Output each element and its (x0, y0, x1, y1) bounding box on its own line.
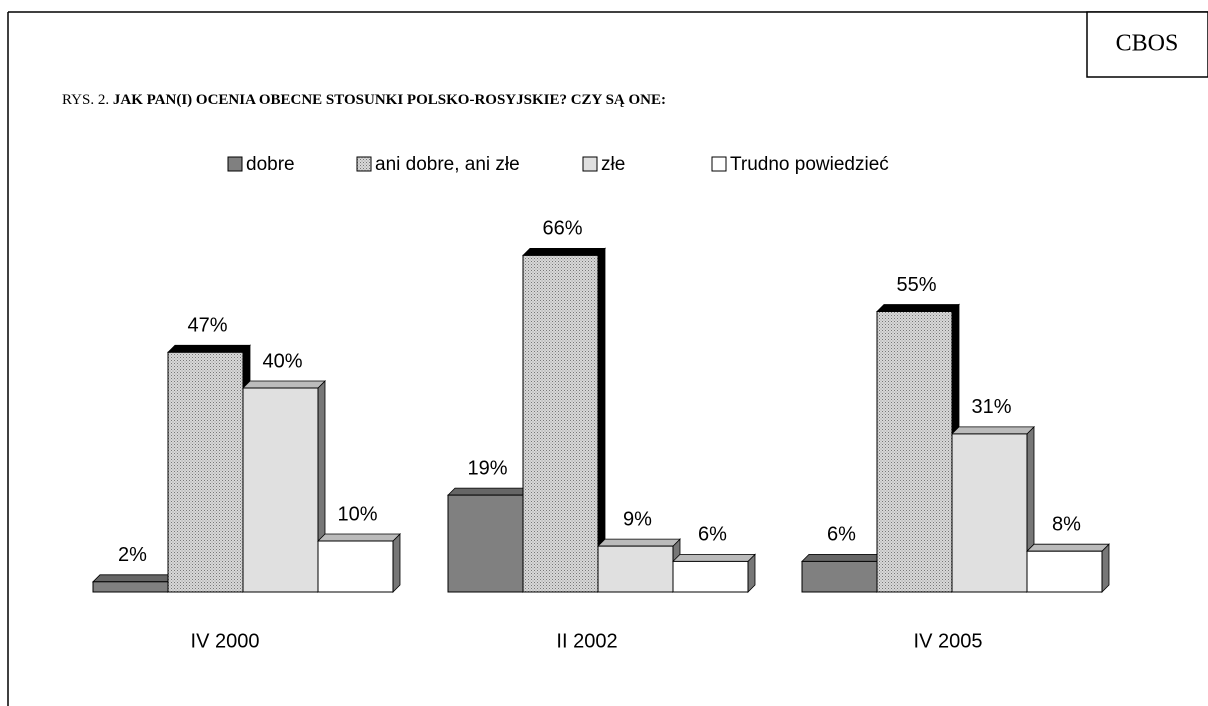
value-label: 8% (1052, 513, 1081, 535)
bar-top (447, 487, 531, 496)
value-label: 9% (623, 508, 652, 530)
value-label: 6% (827, 524, 856, 546)
bar (167, 351, 244, 593)
legend-swatch (711, 156, 727, 172)
bar-top (801, 554, 885, 562)
bar (801, 560, 878, 593)
bar (951, 433, 1028, 593)
source-box (1086, 11, 1208, 78)
bar-top (1026, 543, 1110, 552)
legend-swatch (582, 156, 598, 172)
bar (597, 545, 674, 593)
bar-side (392, 533, 401, 593)
bar-top (597, 538, 681, 547)
bar (876, 311, 953, 593)
value-label: 10% (337, 503, 377, 525)
value-label: 55% (896, 274, 936, 296)
legend-label: złe (601, 154, 625, 175)
bar-top (522, 247, 606, 256)
bar-top (876, 304, 960, 312)
value-label: 47% (187, 315, 227, 337)
bar-top (951, 426, 1035, 435)
bar (92, 581, 169, 593)
bar-top (672, 554, 756, 562)
bar-top (317, 533, 401, 542)
legend-label: ani dobre, ani złe (375, 154, 520, 175)
bar (317, 540, 394, 593)
value-label: 19% (467, 457, 507, 479)
bar-top (167, 344, 251, 353)
bar (242, 387, 319, 593)
value-label: 40% (262, 350, 302, 372)
x-tick-label: IV 2000 (191, 630, 260, 652)
source: CBOS (1116, 31, 1179, 57)
value-label: 2% (118, 544, 147, 566)
legend-label: Trudno powiedzieć (730, 154, 889, 175)
value-label: 31% (971, 396, 1011, 418)
bar (672, 560, 749, 593)
value-label: 66% (542, 218, 582, 240)
bar (1026, 550, 1103, 593)
legend-swatch (356, 156, 372, 172)
bar (522, 254, 599, 593)
title: RYS. 2. JAK PAN(I) OCENIA OBECNE STOSUNK… (62, 92, 666, 108)
bar (447, 494, 524, 593)
bar-top (92, 574, 176, 583)
figure-label: RYS. 2. (62, 92, 109, 108)
legend-swatch (227, 156, 243, 172)
x-tick-label: II 2002 (556, 630, 617, 652)
value-label: 6% (698, 524, 727, 546)
bar-side (1101, 543, 1110, 593)
x-tick-label: IV 2005 (914, 630, 983, 652)
legend-label: dobre (246, 154, 295, 175)
title-text: JAK PAN(I) OCENIA OBECNE STOSUNKI POLSKO… (113, 92, 666, 108)
bar-top (242, 380, 326, 389)
